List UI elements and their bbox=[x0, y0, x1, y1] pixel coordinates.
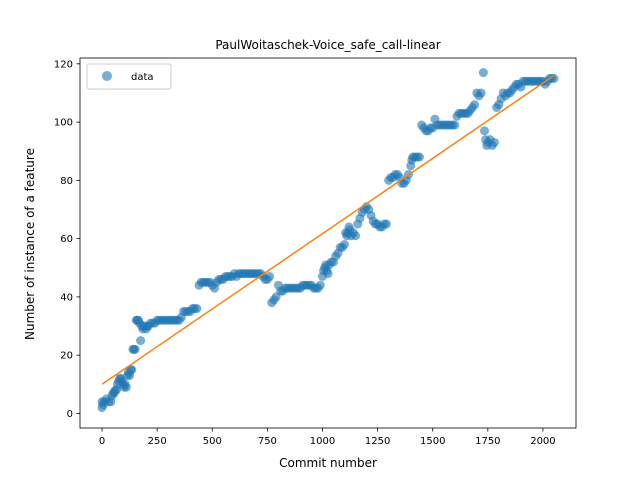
scatter-point bbox=[192, 304, 202, 314]
scatter-point bbox=[414, 152, 424, 162]
y-tick-label: 0 bbox=[67, 409, 73, 420]
scatter-point bbox=[489, 137, 499, 147]
x-tick-label: 1750 bbox=[475, 436, 500, 447]
plot-frame bbox=[79, 57, 577, 429]
y-tick-label: 40 bbox=[60, 292, 73, 303]
y-axis-label: Number of instance of a feature bbox=[23, 148, 37, 340]
x-tick-label: 500 bbox=[203, 436, 222, 447]
y-tick-label: 120 bbox=[54, 59, 73, 70]
scatter-point bbox=[381, 219, 391, 229]
scatter-point bbox=[450, 120, 460, 130]
x-axis-label: Commit number bbox=[279, 456, 377, 470]
legend-label: data bbox=[131, 72, 154, 83]
x-tick-label: 250 bbox=[148, 436, 167, 447]
x-axis: 0 250 500 750 1000 1250 1500 1750 2000 bbox=[99, 428, 556, 447]
legend-box bbox=[86, 63, 172, 90]
y-tick-label: 100 bbox=[54, 118, 73, 129]
scatter-point bbox=[340, 239, 350, 249]
y-axis: 0 20 40 60 80 100 120 bbox=[54, 59, 80, 420]
scatter-point bbox=[265, 272, 275, 281]
legend: data bbox=[86, 63, 172, 90]
scatter-point bbox=[470, 100, 480, 110]
scatter-point bbox=[478, 68, 488, 78]
y-tick-label: 20 bbox=[60, 351, 73, 362]
y-tick-label: 60 bbox=[60, 234, 73, 245]
x-tick-label: 750 bbox=[258, 436, 277, 447]
scatter-point bbox=[130, 344, 140, 354]
scatter-point bbox=[127, 365, 137, 375]
legend-marker bbox=[102, 71, 112, 81]
scatter-point bbox=[121, 382, 131, 392]
x-tick-label: 1000 bbox=[310, 436, 335, 447]
y-tick-label: 80 bbox=[60, 176, 73, 187]
scatter-point bbox=[323, 269, 333, 279]
scatter-point bbox=[315, 280, 325, 290]
scatter-point bbox=[351, 231, 361, 241]
scatter-point bbox=[476, 88, 486, 98]
scatter-point bbox=[480, 126, 490, 136]
x-tick-label: 1250 bbox=[365, 436, 390, 447]
scatter-point bbox=[136, 336, 146, 346]
x-tick-label: 2000 bbox=[530, 436, 555, 447]
x-tick-label: 0 bbox=[99, 436, 105, 447]
plot-area bbox=[79, 57, 577, 429]
fit-line bbox=[101, 74, 555, 385]
chart-title: PaulWoitaschek-Voice_safe_call-linear bbox=[215, 38, 440, 52]
x-tick-label: 1500 bbox=[420, 436, 445, 447]
